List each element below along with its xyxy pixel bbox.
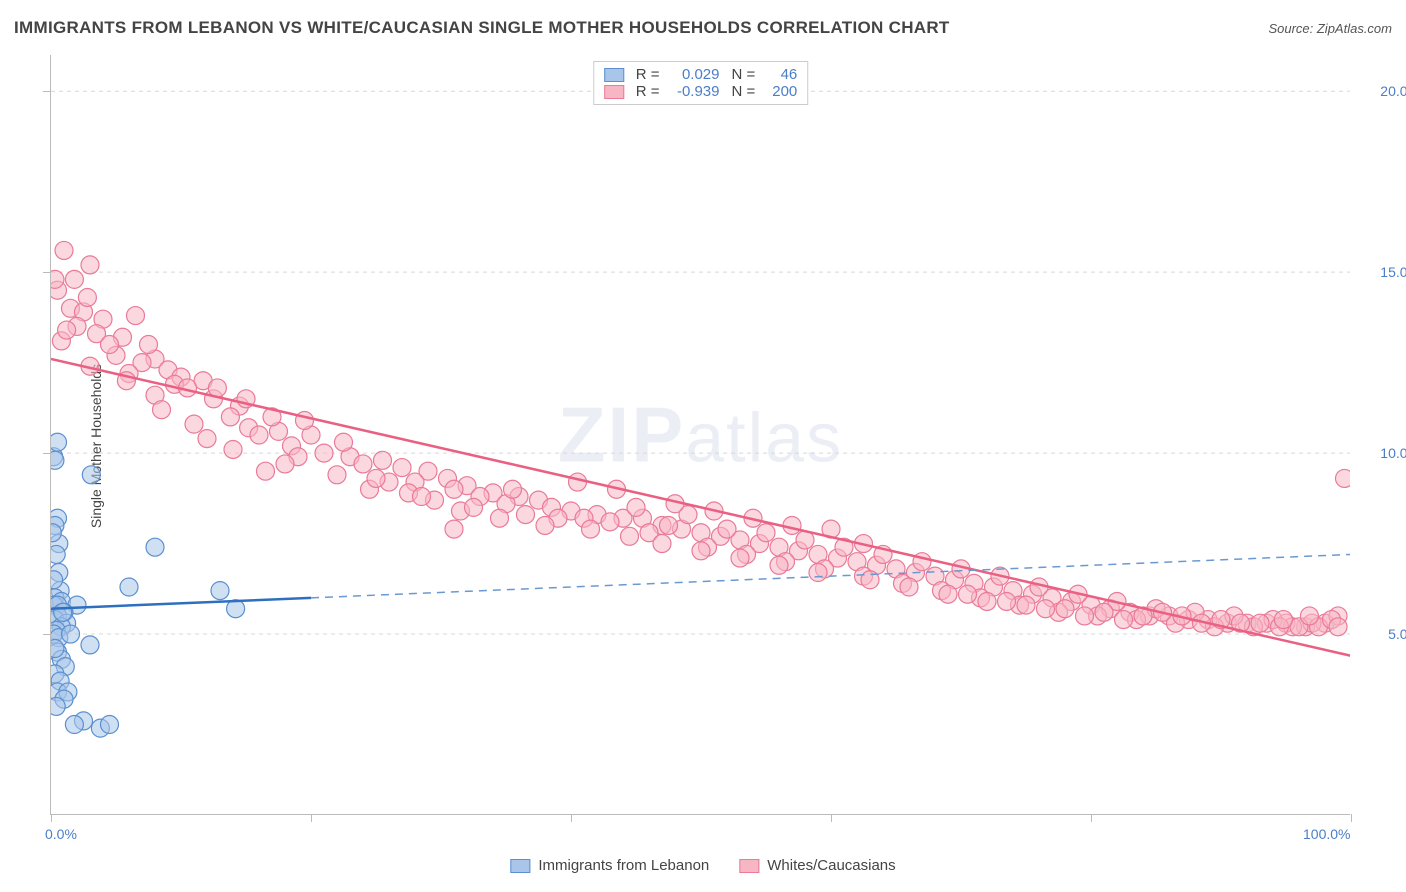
y-tick-mark (43, 453, 51, 454)
x-tick-label: 0.0% (45, 826, 77, 842)
chart-header: IMMIGRANTS FROM LEBANON VS WHITE/CAUCASI… (14, 18, 1392, 38)
plot-svg (51, 55, 1350, 814)
swatch-blue (604, 68, 624, 82)
y-tick-mark (43, 272, 51, 273)
x-tick-mark (831, 814, 832, 822)
r-value-blue: 0.029 (666, 66, 720, 83)
x-tick-mark (51, 814, 52, 822)
bottom-legend: Immigrants from Lebanon Whites/Caucasian… (510, 857, 895, 874)
y-tick-label: 10.0% (1360, 445, 1406, 461)
y-tick-label: 5.0% (1360, 626, 1406, 642)
y-tick-label: 20.0% (1360, 83, 1406, 99)
legend-item-pink: Whites/Caucasians (739, 857, 895, 874)
source-prefix: Source: (1268, 21, 1316, 36)
legend-item-blue: Immigrants from Lebanon (510, 857, 709, 874)
stats-legend: R = 0.029 N = 46 R = -0.939 N = 200 (593, 61, 809, 105)
legend-swatch-pink (739, 859, 759, 873)
legend-swatch-blue (510, 859, 530, 873)
n-value-blue: 46 (761, 66, 797, 83)
x-tick-label: 100.0% (1303, 826, 1350, 842)
plot-area: ZIPatlas R = 0.029 N = 46 R = -0.939 N =… (50, 55, 1350, 815)
chart-source: Source: ZipAtlas.com (1268, 21, 1392, 36)
x-tick-mark (1091, 814, 1092, 822)
stats-row-blue: R = 0.029 N = 46 (604, 66, 798, 83)
n-label-2: N = (732, 83, 756, 100)
n-label: N = (732, 66, 756, 83)
y-tick-label: 15.0% (1360, 264, 1406, 280)
r-label: R = (636, 66, 660, 83)
r-value-pink: -0.939 (666, 83, 720, 100)
x-tick-mark (311, 814, 312, 822)
y-tick-mark (43, 634, 51, 635)
legend-label-blue: Immigrants from Lebanon (538, 857, 709, 874)
chart-title: IMMIGRANTS FROM LEBANON VS WHITE/CAUCASI… (14, 18, 950, 38)
legend-label-pink: Whites/Caucasians (767, 857, 895, 874)
x-tick-mark (1351, 814, 1352, 822)
swatch-pink (604, 85, 624, 99)
stats-row-pink: R = -0.939 N = 200 (604, 83, 798, 100)
x-tick-mark (571, 814, 572, 822)
r-label-2: R = (636, 83, 660, 100)
n-value-pink: 200 (761, 83, 797, 100)
source-name: ZipAtlas.com (1317, 21, 1392, 36)
y-tick-mark (43, 91, 51, 92)
